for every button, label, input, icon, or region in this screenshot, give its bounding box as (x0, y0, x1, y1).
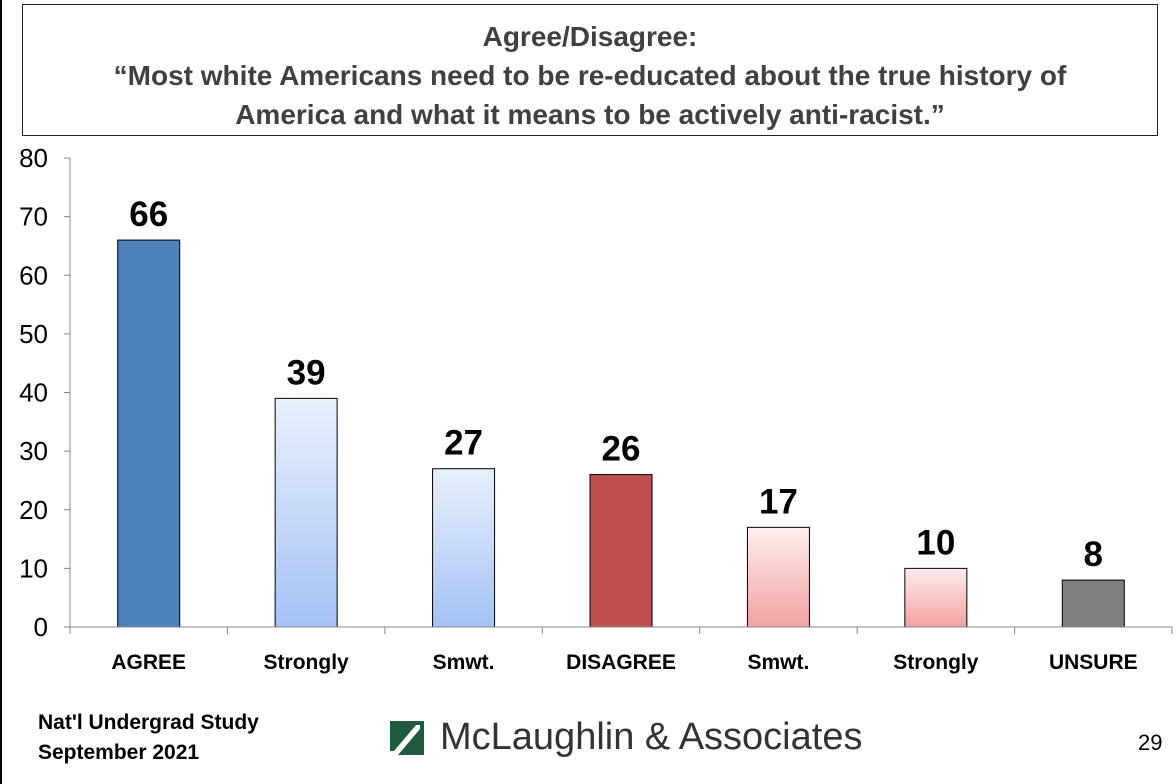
chart-title-box: Agree/Disagree: “Most white Americans ne… (22, 4, 1158, 136)
bar-smwt-4 (746, 526, 810, 628)
bar-strongly-5 (904, 567, 968, 628)
study-date: September 2021 (38, 741, 200, 764)
bar-unsure-6 (1061, 579, 1125, 628)
bar-strongly-1 (274, 397, 338, 628)
y-tick-label: 20 (19, 495, 48, 525)
x-tick-label: Smwt. (748, 651, 810, 674)
y-tick-label: 30 (19, 436, 48, 466)
logo-mark-icon (390, 720, 424, 755)
study-name: Nat'l Undergrad Study (38, 711, 259, 734)
y-tick-label: 70 (19, 202, 48, 232)
y-tick-label: 0 (34, 612, 48, 642)
y-tick-label: 80 (19, 143, 48, 173)
x-tick-label: UNSURE (1049, 651, 1138, 674)
y-tick-label: 60 (19, 260, 48, 290)
data-label: 27 (444, 424, 483, 463)
data-label: 66 (129, 195, 168, 234)
bar-chart: 0 10 20 30 40 50 60 70 80 66 39 27 26 17 10 8 AGREE Str… (19, 143, 1173, 674)
study-info: Nat'l Undergrad Study September 2021 (38, 708, 259, 768)
x-tick-label: DISAGREE (566, 651, 676, 674)
data-label: 8 (1084, 535, 1103, 574)
data-label: 26 (602, 430, 641, 469)
data-label: 10 (916, 523, 955, 562)
title-line-1: Agree/Disagree: (482, 21, 698, 52)
bar-disagree-3 (589, 474, 653, 628)
title-line-3: America and what it means to be actively… (235, 99, 945, 130)
bar-agree-0 (117, 239, 181, 628)
bar-smwt-2 (432, 468, 496, 628)
x-tick-label: AGREE (111, 651, 186, 674)
page-number: 29 (1138, 730, 1163, 755)
x-tick-label: Strongly (264, 651, 349, 674)
x-tick-label: Strongly (893, 651, 978, 674)
data-label: 17 (759, 482, 798, 521)
y-tick-label: 40 (19, 378, 48, 408)
title-line-2: “Most white Americans need to be re-educ… (113, 60, 1067, 91)
y-tick-label: 50 (19, 319, 48, 349)
company-name: McLaughlin & Associates (440, 716, 863, 758)
slide-left-border (0, 0, 2, 784)
data-label: 39 (287, 353, 326, 392)
x-tick-label: Smwt. (433, 651, 495, 674)
y-tick-label: 10 (19, 553, 48, 583)
company-logo: McLaughlin & Associates (390, 716, 862, 759)
